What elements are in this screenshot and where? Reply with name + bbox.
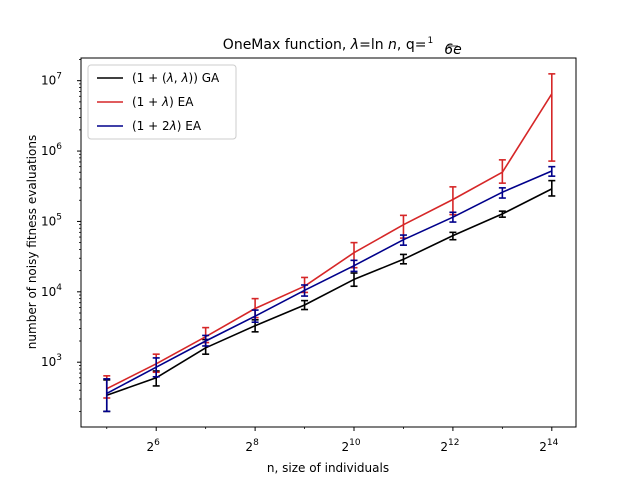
series-3 <box>103 165 556 413</box>
title-q: , q= <box>397 37 427 53</box>
legend-label-part: ) EA <box>177 119 202 133</box>
title-main: OneMax function, <box>223 37 351 53</box>
title-fraction-denominator: 6e <box>444 42 462 58</box>
series-layer <box>103 73 556 413</box>
y-axis-title: number of noisy fitness evaluations <box>25 135 39 349</box>
series-line <box>106 93 553 390</box>
title-n: n <box>388 37 397 53</box>
x-axis-title: n, size of individuals <box>267 461 389 475</box>
x-tick-exponent: 14 <box>547 438 559 448</box>
legend-label-part: λ <box>169 119 177 133</box>
legend-label: (1 + 2λ) EA <box>132 119 202 133</box>
legend-label-part: (1 + 2 <box>132 119 170 133</box>
x-tick-exponent: 10 <box>349 438 361 448</box>
legend-label-part: , <box>174 71 182 85</box>
series-2 <box>103 73 556 399</box>
y-tick-exponent: 6 <box>56 142 62 152</box>
legend-frame <box>87 64 237 140</box>
y-tick-exponent: 3 <box>56 353 62 363</box>
y-tick-exponent: 4 <box>56 283 62 293</box>
title-eq-ln: =ln <box>359 37 388 53</box>
legend-label-part: λ <box>180 71 188 85</box>
title-frac-num: 1 <box>427 36 433 46</box>
y-tick-exponent: 7 <box>56 72 62 82</box>
series-line <box>106 188 553 396</box>
legend-label-part: λ <box>166 71 174 85</box>
legend-label: (1 + λ) EA <box>132 95 194 109</box>
series-line <box>106 170 553 395</box>
y-tick-exponent: 5 <box>56 212 62 222</box>
chart-title: OneMax function, λ=ln n, q=1 <box>223 36 433 53</box>
x-tick-exponent: 12 <box>448 438 459 448</box>
legend-label-part: (1 + ( <box>132 71 167 85</box>
legend-label-part: )) GA <box>189 71 220 85</box>
x-tick-exponent: 6 <box>154 438 160 448</box>
legend-label-part: (1 + <box>132 95 162 109</box>
x-tick-exponent: 8 <box>253 438 259 448</box>
legend-label-part: ) EA <box>169 95 194 109</box>
title-lambda: λ <box>350 37 359 53</box>
legend-label: (1 + (λ, λ)) GA <box>132 71 220 85</box>
legend: (1 + (λ, λ)) GA(1 + λ) EA(1 + 2λ) EA <box>87 64 237 140</box>
legend-label-part: λ <box>161 95 169 109</box>
